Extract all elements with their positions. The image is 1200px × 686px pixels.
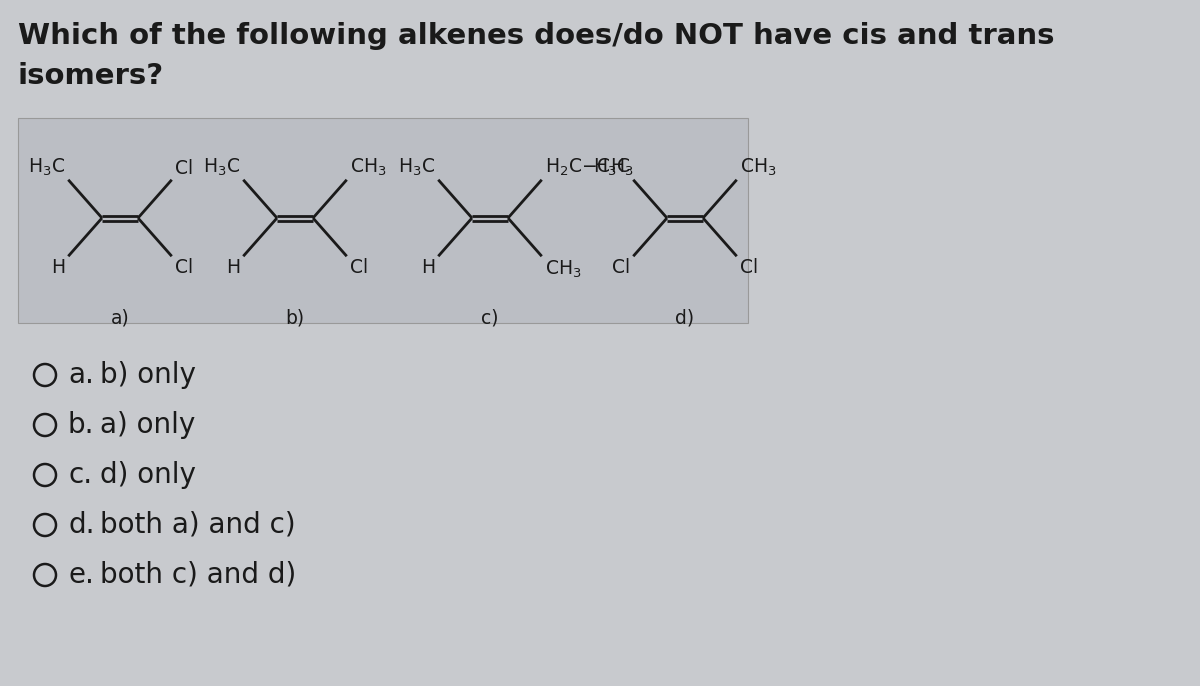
Text: both c) and d): both c) and d) bbox=[100, 561, 296, 589]
Text: Cl: Cl bbox=[349, 258, 368, 277]
Text: e.: e. bbox=[68, 561, 94, 589]
Text: isomers?: isomers? bbox=[18, 62, 164, 90]
Text: CH$_3$: CH$_3$ bbox=[545, 258, 581, 280]
Text: H: H bbox=[52, 258, 65, 277]
Text: H$_3$C: H$_3$C bbox=[203, 156, 240, 178]
Text: b): b) bbox=[286, 308, 305, 327]
Text: H$_3$C: H$_3$C bbox=[28, 156, 65, 178]
Text: both a) and c): both a) and c) bbox=[100, 511, 295, 539]
Text: CH$_3$: CH$_3$ bbox=[349, 156, 386, 178]
Text: Cl: Cl bbox=[175, 158, 193, 178]
Text: d) only: d) only bbox=[100, 461, 196, 489]
Text: Which of the following alkenes does/do NOT have cis and trans: Which of the following alkenes does/do N… bbox=[18, 22, 1055, 50]
Text: H$_3$C: H$_3$C bbox=[593, 156, 630, 178]
Text: c.: c. bbox=[68, 461, 92, 489]
Text: H$_2$C$-$CH$_3$: H$_2$C$-$CH$_3$ bbox=[545, 156, 634, 178]
Text: b) only: b) only bbox=[100, 361, 196, 389]
Text: H: H bbox=[421, 258, 436, 277]
Text: Cl: Cl bbox=[739, 258, 758, 277]
Text: a) only: a) only bbox=[100, 411, 196, 439]
Text: H$_3$C: H$_3$C bbox=[398, 156, 436, 178]
Text: c): c) bbox=[481, 308, 499, 327]
Text: d): d) bbox=[676, 308, 695, 327]
Text: CH$_3$: CH$_3$ bbox=[739, 156, 776, 178]
Text: a): a) bbox=[110, 308, 130, 327]
Text: b.: b. bbox=[68, 411, 95, 439]
Text: Cl: Cl bbox=[175, 258, 193, 277]
Bar bbox=[18, 118, 748, 323]
Text: H: H bbox=[226, 258, 240, 277]
Text: d.: d. bbox=[68, 511, 95, 539]
Text: Cl: Cl bbox=[612, 258, 630, 277]
Text: a.: a. bbox=[68, 361, 94, 389]
